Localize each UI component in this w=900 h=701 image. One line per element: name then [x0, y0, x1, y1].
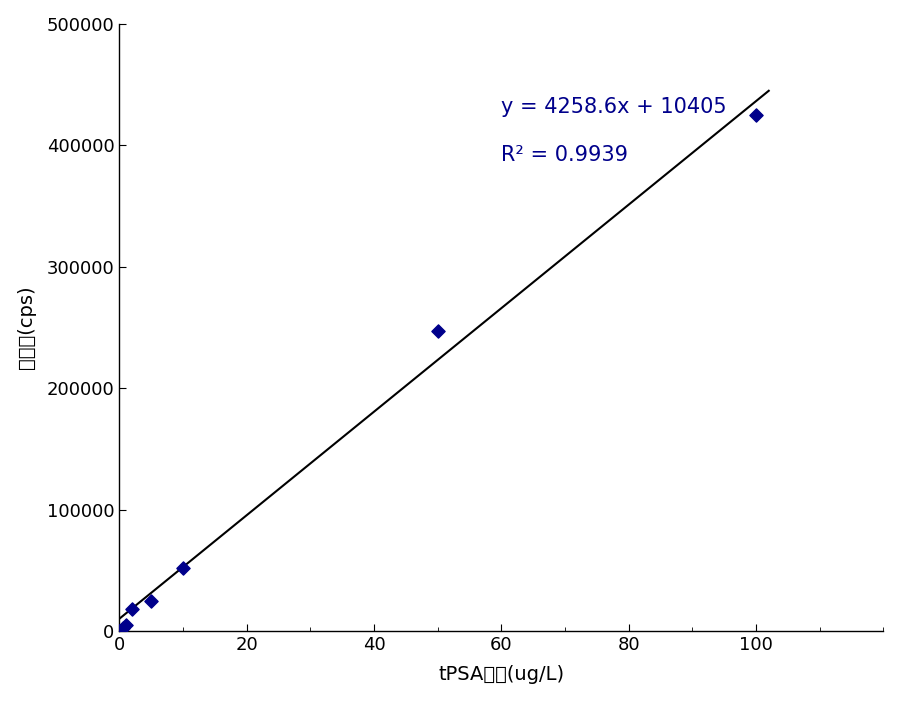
Point: [125, 604, 140, 615]
Text: R² = 0.9939: R² = 0.9939: [501, 145, 628, 165]
Point: [112, 626, 127, 637]
Point: [749, 109, 763, 121]
Point: [119, 620, 133, 631]
Point: [176, 563, 190, 574]
Point: [144, 595, 158, 606]
X-axis label: tPSA浓度(ug/L): tPSA浓度(ug/L): [438, 665, 564, 684]
Point: [430, 325, 445, 336]
Y-axis label: 荧光値(cps): 荧光値(cps): [17, 286, 36, 369]
Point: [115, 622, 130, 634]
Text: y = 4258.6x + 10405: y = 4258.6x + 10405: [501, 97, 727, 116]
